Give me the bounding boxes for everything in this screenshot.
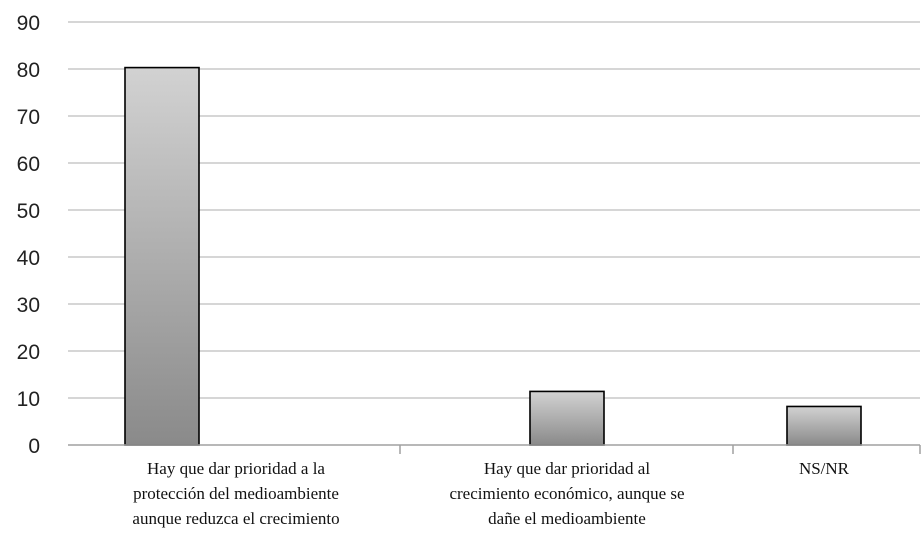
x-tick-label: protección del medioambiente — [133, 484, 339, 503]
bars — [124, 66, 862, 446]
y-tick-label: 40 — [17, 247, 40, 270]
y-tick-label: 90 — [17, 12, 40, 35]
y-axis: 0 10 20 30 40 50 60 70 80 90 — [17, 12, 40, 458]
y-tick-label: 80 — [17, 59, 40, 82]
x-tick-label: aunque reduzca el crecimiento — [132, 509, 339, 528]
bar — [786, 405, 862, 446]
x-tick-label: NS/NR — [799, 459, 850, 478]
x-tick-label: dañe el medioambiente — [488, 509, 646, 528]
bar — [124, 66, 200, 446]
y-tick-label: 30 — [17, 294, 40, 317]
y-tick-label: 50 — [17, 200, 40, 223]
x-tick-label: Hay que dar prioridad al — [484, 459, 650, 478]
x-tick-label: crecimiento económico, aunque se — [449, 484, 684, 503]
y-tick-label: 20 — [17, 341, 40, 364]
y-tick-label: 10 — [17, 388, 40, 411]
x-axis-labels: Hay que dar prioridad a la protección del… — [132, 459, 849, 528]
y-tick-label: 0 — [28, 435, 40, 458]
y-tick-label: 70 — [17, 106, 40, 129]
x-tick-label: Hay que dar prioridad a la — [147, 459, 325, 478]
y-tick-label: 60 — [17, 153, 40, 176]
bar — [529, 390, 605, 446]
gridlines — [68, 21, 920, 399]
x-axis — [68, 444, 921, 454]
